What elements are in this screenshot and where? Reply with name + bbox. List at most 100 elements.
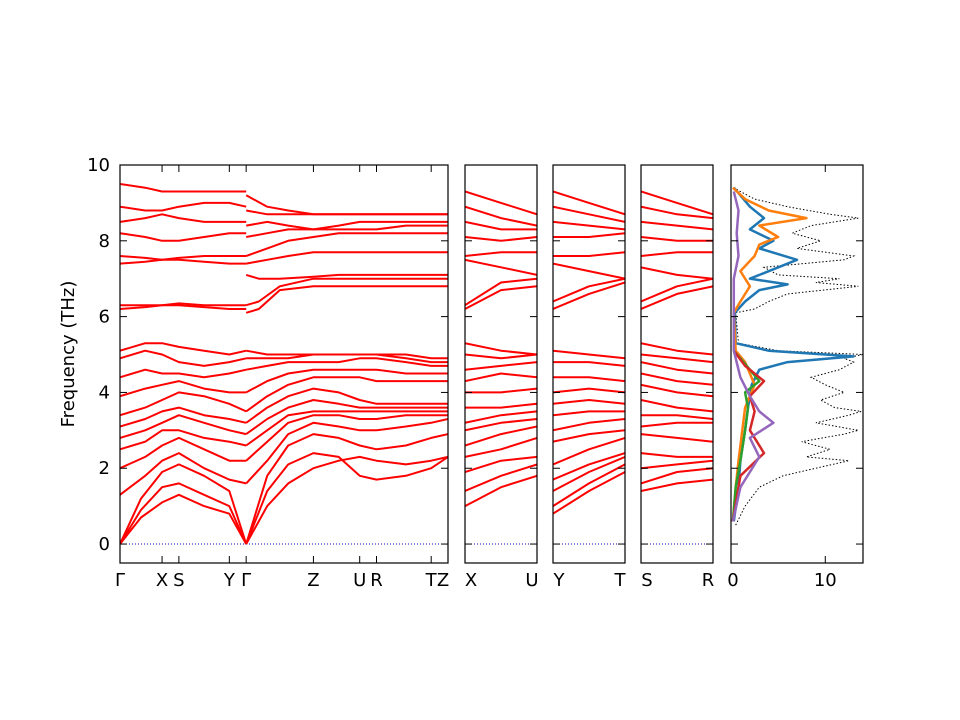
band-branch-0-11 <box>120 349 247 367</box>
band-branch-3-2 <box>641 459 713 470</box>
band-branch-1-10 <box>465 361 537 371</box>
band-branch-0-19 <box>120 201 247 212</box>
band-branch-3-17 <box>641 236 713 242</box>
band-branch-2-18 <box>553 220 625 231</box>
y-tick-label-3: 6 <box>99 307 110 328</box>
band-branch-0-9 <box>120 380 247 398</box>
band-branch-2-7 <box>553 410 625 417</box>
panel-plot-3 <box>641 190 713 545</box>
band-branch-2-13 <box>553 281 625 310</box>
kpoint-label-3-1: R <box>702 570 715 591</box>
band-branch-0-1 <box>120 482 248 545</box>
band-branch-0-39 <box>246 224 448 238</box>
band-branch-2-17 <box>553 232 625 238</box>
band-branch-0-29 <box>245 376 448 413</box>
band-branch-0-4 <box>120 436 247 470</box>
band-branch-1-18 <box>465 220 537 231</box>
band-branch-0-38 <box>245 232 448 257</box>
band-branch-0-26 <box>245 410 448 447</box>
band-branch-2-10 <box>553 376 625 383</box>
dos-projection-3 <box>731 349 766 522</box>
band-branch-2-2 <box>553 455 625 492</box>
band-branch-3-20 <box>641 190 713 216</box>
panel-plot-0 <box>120 183 448 545</box>
band-branch-0-6 <box>120 414 247 439</box>
band-branch-1-12 <box>465 342 537 356</box>
kpoint-label-0-2: S <box>173 570 184 591</box>
band-branch-3-0 <box>641 478 713 492</box>
band-branch-0-12 <box>120 342 247 356</box>
band-branch-1-2 <box>465 455 537 473</box>
kpoint-label-0-7: R <box>370 570 383 591</box>
band-branch-0-8 <box>120 391 247 417</box>
band-branch-3-6 <box>641 414 713 420</box>
band-branch-3-11 <box>641 353 713 364</box>
band-branch-1-6 <box>465 410 537 424</box>
band-branch-2-5 <box>553 429 625 443</box>
band-branch-3-5 <box>641 421 713 428</box>
band-branch-2-12 <box>553 349 625 360</box>
band-branch-1-5 <box>465 418 537 432</box>
band-branch-1-14 <box>465 277 537 307</box>
band-branch-0-23 <box>245 433 448 545</box>
band-branch-0-40 <box>246 220 448 231</box>
dos-projection-4 <box>731 191 775 522</box>
dos-x-tick-label-0: 0 <box>727 570 738 591</box>
band-branch-2-9 <box>553 387 625 394</box>
band-branch-3-8 <box>641 383 713 398</box>
kpoint-label-0-1: X <box>156 570 168 591</box>
band-branch-3-14 <box>641 277 713 303</box>
band-branch-0-2 <box>120 463 248 545</box>
kpoint-label-0-4: Γ <box>241 570 251 591</box>
band-branch-1-11 <box>465 353 537 360</box>
band-branch-2-19 <box>553 205 625 223</box>
kpoint-label-0-5: Z <box>307 570 319 591</box>
kpoint-label-0-9: Z <box>437 570 449 591</box>
band-branch-0-27 <box>245 399 448 435</box>
band-branch-3-1 <box>641 467 713 485</box>
panel-4: 0 10 <box>727 164 864 591</box>
y-tick-label-5: 10 <box>87 155 110 176</box>
band-branch-3-12 <box>641 342 713 356</box>
band-branch-1-8 <box>465 387 537 394</box>
dos-projection-1 <box>731 186 808 522</box>
band-branch-0-15 <box>120 258 247 265</box>
band-branch-0-13 <box>120 304 247 310</box>
band-branch-1-15 <box>465 258 537 276</box>
kpoint-label-1-1: U <box>525 570 538 591</box>
dos-x-tick-label-1: 10 <box>814 570 837 591</box>
band-branch-0-25 <box>245 414 448 462</box>
y-tick-label-2: 4 <box>99 382 110 403</box>
band-branch-0-34 <box>245 285 448 314</box>
band-branch-3-7 <box>641 399 713 413</box>
band-branch-0-37 <box>246 251 448 265</box>
band-branch-0-18 <box>120 213 247 223</box>
band-branch-0-0 <box>120 493 248 545</box>
band-branch-3-3 <box>641 452 713 458</box>
panel-frame-1 <box>464 164 538 564</box>
band-branch-0-24 <box>245 418 448 485</box>
band-branch-0-28 <box>245 387 448 424</box>
band-branch-2-6 <box>553 418 625 432</box>
band-branch-0-5 <box>120 429 247 451</box>
panel-frame-0 <box>119 164 449 564</box>
dos-total <box>733 187 863 526</box>
band-branch-2-15 <box>553 262 625 280</box>
band-branch-2-4 <box>553 436 625 466</box>
panel-frame-4 <box>730 164 864 564</box>
kpoint-label-0-6: U <box>353 570 366 591</box>
band-branch-2-1 <box>553 463 625 507</box>
y-tick-label-0: 0 <box>99 534 110 555</box>
y-tick-label-1: 2 <box>99 458 110 479</box>
band-branch-3-13 <box>641 285 713 310</box>
band-branch-3-10 <box>641 361 713 375</box>
band-branch-1-19 <box>465 205 537 227</box>
band-branch-0-7 <box>120 406 247 428</box>
band-branch-1-13 <box>465 285 537 310</box>
